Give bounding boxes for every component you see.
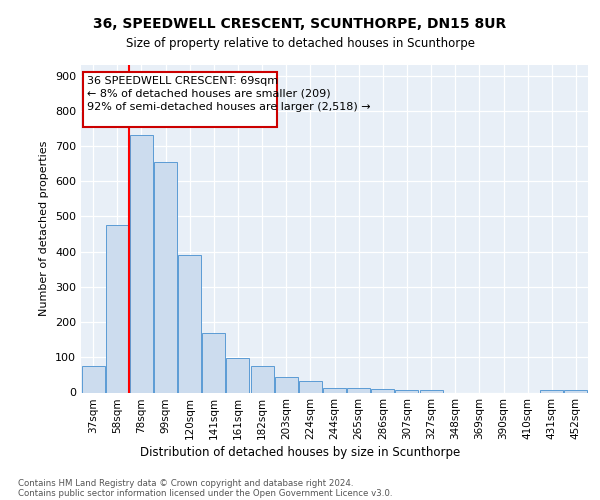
Text: 36, SPEEDWELL CRESCENT, SCUNTHORPE, DN15 8UR: 36, SPEEDWELL CRESCENT, SCUNTHORPE, DN15…	[94, 18, 506, 32]
Bar	[371, 389, 394, 392]
Text: Distribution of detached houses by size in Scunthorpe: Distribution of detached houses by size …	[140, 446, 460, 459]
Bar	[178, 255, 201, 392]
Bar	[226, 358, 250, 392]
Bar	[82, 366, 104, 392]
Bar	[419, 390, 443, 392]
Text: 36 SPEEDWELL CRESCENT: 69sqm
← 8% of detached houses are smaller (209)
92% of se: 36 SPEEDWELL CRESCENT: 69sqm ← 8% of det…	[87, 76, 371, 112]
Y-axis label: Number of detached properties: Number of detached properties	[40, 141, 49, 316]
Bar	[541, 390, 563, 392]
Bar	[154, 162, 177, 392]
Text: Size of property relative to detached houses in Scunthorpe: Size of property relative to detached ho…	[125, 38, 475, 51]
Bar	[106, 225, 128, 392]
Bar	[251, 366, 274, 392]
Bar	[299, 381, 322, 392]
Bar	[395, 390, 418, 392]
Bar	[130, 136, 153, 392]
Bar	[275, 376, 298, 392]
Bar	[202, 332, 225, 392]
FancyBboxPatch shape	[83, 72, 277, 126]
Bar	[565, 390, 587, 392]
Bar	[323, 388, 346, 392]
Bar	[347, 388, 370, 392]
Text: Contains HM Land Registry data © Crown copyright and database right 2024.
Contai: Contains HM Land Registry data © Crown c…	[18, 479, 392, 498]
